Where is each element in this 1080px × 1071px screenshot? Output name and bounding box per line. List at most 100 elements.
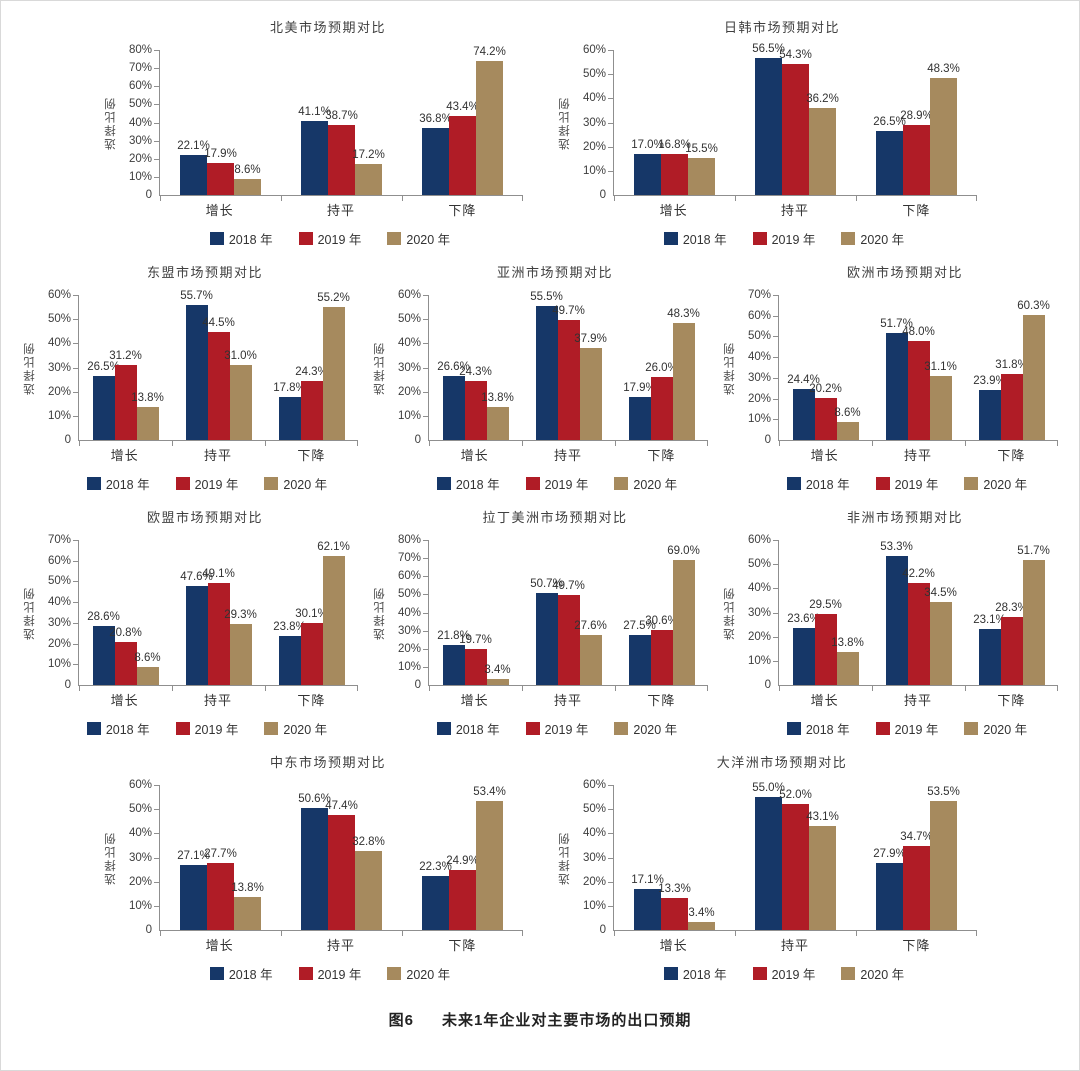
x-axis-category-labels: 增长 持平 下降 [778, 445, 1058, 464]
y-axis-tick-label: 70% [747, 289, 771, 301]
plot-area: 17.0% 16.8% 15.5% 56.5% 54.3% 36.2% 26.5% 28.9%… [608, 43, 977, 201]
legend-label: 2019 年 [194, 478, 239, 492]
bar-value-label: 47.6% [180, 571, 213, 583]
x-axis-tick-mark [964, 440, 966, 446]
bar-2018年-持平: 50.6% [298, 793, 331, 930]
bar-2019年-增长: 16.8% [658, 139, 691, 195]
y-axis-title: 选择比例 [724, 585, 736, 640]
x-axis-labels-row: 增长 持平 下降 [103, 196, 523, 219]
bar-2020年-持平: 17.2% [352, 149, 385, 195]
x-axis-category-label: 下降 [902, 938, 931, 953]
y-axis-tick-mark [154, 50, 160, 51]
x-axis-category-labels: 增长 持平 下降 [159, 200, 523, 219]
y-axis-tick-label: 20% [47, 637, 71, 650]
y-axis-tick-labels: 10% 20% 30% 40% 50% 60% 70% 80% 0 [119, 44, 159, 201]
bar-value-label: 49.7% [552, 305, 585, 317]
y-axis-tick-mark [73, 560, 79, 562]
x-axis-tick-mark [976, 195, 977, 201]
figure-caption: 图6 未来1年企业对主要市场的出口预期 [1, 1009, 1079, 1030]
bar-group-下降: 23.8% 30.1% 62.1% [265, 540, 358, 685]
y-axis-tick-mark [73, 540, 79, 541]
bar-2020年-增长: 13.8% [231, 882, 264, 930]
bar-value-label: 69.0% [667, 545, 700, 557]
x-axis-tick-mark [79, 440, 80, 446]
legend-label: 2018 年 [682, 968, 727, 982]
legend-swatch-icon [86, 477, 101, 490]
legend-item: 2019 年 [298, 229, 361, 248]
x-axis-category-label: 持平 [326, 938, 355, 953]
x-axis-category-label: 下降 [997, 693, 1026, 708]
charts-grid: 北美市场预期对比 选择比例 10% 20% 30% 40% 50% 60% 70% 80% 0 22.… [1, 17, 1079, 997]
x-axis-category-label: 下降 [647, 693, 676, 708]
bar-2019年-下降: 43.4% [446, 101, 479, 195]
bar-value-label: 27.9% [873, 848, 906, 860]
bar-group-持平: 41.1% 38.7% 17.2% [281, 50, 402, 195]
bar-value-label: 53.4% [473, 786, 506, 798]
x-axis-tick-mark [171, 440, 173, 446]
legend-item: 2018 年 [436, 719, 500, 738]
bar-value-label: 26.6% [437, 361, 470, 373]
x-axis-category-labels: 增长 持平 下降 [78, 445, 358, 464]
y-axis-tick-label: 30% [397, 361, 421, 374]
y-axis-zero-label: 0 [64, 679, 71, 691]
figure-caption-label: 图6 [388, 1012, 414, 1029]
x-axis-category-label: 增长 [110, 693, 139, 708]
bar-group-持平: 55.7% 44.5% 31.0% [172, 290, 265, 440]
bar-2018年-下降: 22.3% [419, 861, 452, 930]
chart-legend: 2018 年 2019 年 2020 年 [591, 229, 977, 248]
legend-item: 2019 年 [752, 229, 815, 248]
legend-swatch-icon [786, 722, 801, 735]
bar-chart: 中东市场预期对比 选择比例 10% 20% 30% 40% 50% 60% 0 27.1% 27.7… [103, 752, 523, 983]
chart-legend: 2018 年 2019 年 2020 年 [406, 474, 708, 493]
bar-value-label: 26.5% [87, 361, 120, 373]
bar-value-label: 56.5% [752, 43, 785, 55]
y-axis-tick-labels: 10% 20% 30% 40% 50% 60% 70% 0 [38, 534, 78, 691]
x-axis-tick-mark [964, 685, 966, 691]
y-axis-tick-labels: 10% 20% 30% 40% 50% 60% 0 [388, 289, 428, 446]
y-axis-tick-label: 40% [397, 606, 421, 619]
y-axis-tick-label: 60% [397, 289, 421, 301]
bar-2018年-持平: 53.3% [880, 541, 913, 685]
x-axis-category-label: 持平 [903, 693, 932, 708]
bar-value-label: 55.7% [180, 290, 213, 302]
bar-2020年-下降: 53.5% [927, 786, 960, 930]
bar-2020年-下降: 48.3% [927, 63, 960, 195]
x-axis-labels-row: 增长 持平 下降 [557, 931, 977, 954]
bar-2020年-持平: 36.2% [806, 93, 839, 195]
x-axis-tick-mark [521, 440, 523, 446]
bar-value-label: 74.2% [473, 46, 506, 58]
y-axis-tick-label: 10% [747, 413, 771, 426]
bar-value-label: 28.9% [900, 110, 933, 122]
x-axis-tick-mark [976, 930, 977, 936]
bar-2019年-下降: 30.6% [645, 615, 678, 685]
bar-2020年-下降: 51.7% [1017, 545, 1050, 685]
bar-group-下降: 17.9% 26.0% 48.3% [615, 295, 708, 440]
bar-value-label: 34.7% [900, 831, 933, 843]
x-axis-tick-mark [160, 930, 161, 936]
y-axis-tick-mark [608, 98, 614, 100]
bar-group-增长: 23.6% 29.5% 13.8% [779, 540, 872, 685]
bar-value-label: 53.3% [880, 541, 913, 553]
y-axis-tick-label: 50% [397, 588, 421, 601]
y-axis-tick-label: 20% [747, 630, 771, 643]
bar-2018年-持平: 56.5% [752, 43, 785, 195]
bar-chart: 东盟市场预期对比 选择比例 10% 20% 30% 40% 50% 60% 0 26.5% 31.2… [22, 262, 358, 493]
y-axis-tick-label: 30% [397, 624, 421, 637]
chart-legend: 2018 年 2019 年 2020 年 [56, 474, 358, 493]
chart-title: 欧盟市场预期对比 [146, 510, 263, 525]
chart-title: 日韩市场预期对比 [723, 20, 840, 35]
bar-2019年-增长: 31.2% [109, 350, 142, 440]
bar-value-label: 24.9% [446, 855, 479, 867]
bar-value-label: 24.4% [787, 374, 820, 386]
x-axis-category-labels: 增长 持平 下降 [428, 690, 708, 709]
plot-area: 24.4% 20.2% 8.6% 51.7% 48.0% 31.1% 23.9% 31.8% 6… [773, 295, 1058, 446]
bar-value-label: 51.7% [1017, 545, 1050, 557]
legend-swatch-icon [875, 477, 890, 490]
bar-2018年-增长: 24.4% [787, 374, 820, 440]
y-axis-tick-label: 60% [582, 44, 606, 56]
bar-value-label: 50.7% [530, 578, 563, 590]
bar-value-label: 37.9% [574, 333, 607, 345]
bar-value-label: 17.1% [631, 874, 664, 886]
legend-item: 2020 年 [264, 719, 327, 738]
bar-2019年-增长: 20.8% [109, 627, 142, 685]
